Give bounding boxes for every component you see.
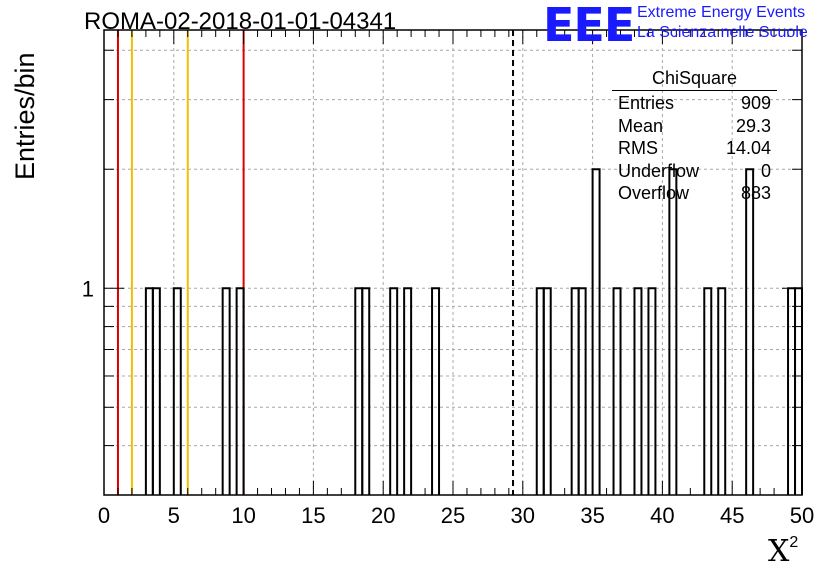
histogram-bin <box>577 287 587 495</box>
y-tick-label: 1 <box>82 276 94 301</box>
stats-box: ChiSquare Entries 909 Mean 29.3 RMS 14.04 U… <box>612 68 777 205</box>
histogram-bin <box>221 287 231 495</box>
histogram-bin <box>745 168 755 495</box>
stats-label: Entries <box>618 93 675 113</box>
stats-label: Mean <box>618 115 664 136</box>
grid-lines <box>104 30 802 495</box>
stats-label: RMS <box>618 138 658 159</box>
axis-ticks <box>103 30 803 495</box>
stats-value: 909 <box>740 93 771 113</box>
histogram-bin <box>570 287 580 495</box>
histogram-bin <box>389 287 399 495</box>
x-axis-label-superscript: 2 <box>789 534 799 551</box>
tick-labels: 0 5 10 15 20 25 30 35 40 45 50 1 <box>82 276 814 528</box>
x-axis-label: X2 <box>768 534 798 569</box>
histogram-bin <box>794 287 803 495</box>
chart-title: ROMA-02-2018-01-01-04341 <box>84 8 397 35</box>
x-tick-label: 20 <box>371 503 395 528</box>
histogram-bin <box>151 287 161 495</box>
x-tick-label: 10 <box>231 503 255 528</box>
histogram-bin <box>703 287 713 495</box>
histogram-bin <box>431 287 441 495</box>
x-tick-label: 0 <box>98 503 110 528</box>
histogram-bin <box>591 168 601 495</box>
stats-row-overflow: Overflow 883 <box>612 182 777 205</box>
histogram-bin <box>144 287 154 495</box>
histogram-bin <box>717 287 727 495</box>
eee-logo: EEE <box>543 0 635 52</box>
histogram-bin <box>172 287 182 495</box>
histogram-bin <box>542 287 552 495</box>
stats-box-title: ChiSquare <box>612 68 777 91</box>
logo-caption-line1: Extreme Energy Events <box>637 4 806 21</box>
histogram-bins <box>144 168 803 495</box>
histogram-bin <box>361 287 371 495</box>
logo-caption-line2: La Scienza nelle Scuole <box>637 24 808 41</box>
x-tick-label: 30 <box>511 503 535 528</box>
histogram-bin <box>612 287 622 495</box>
x-tick-label: 35 <box>580 503 604 528</box>
histogram-bin <box>354 287 364 495</box>
stats-label: Underflow <box>618 160 700 181</box>
histogram-bin <box>535 287 545 495</box>
stats-value: 883 <box>740 183 771 204</box>
x-tick-label: 5 <box>168 503 180 528</box>
x-tick-label: 15 <box>301 503 325 528</box>
logo-caption: Extreme Energy Events La Scienza nelle S… <box>637 3 808 43</box>
x-tick-label: 50 <box>790 503 814 528</box>
stats-value: 0 <box>760 160 771 181</box>
stats-label: Overflow <box>618 183 690 204</box>
stats-row-entries: Entries 909 <box>612 92 777 115</box>
stats-row-mean: Mean 29.3 <box>612 115 777 138</box>
reference-lines <box>116 30 515 495</box>
x-tick-label: 45 <box>720 503 744 528</box>
stats-row-underflow: Underflow 0 <box>612 160 777 183</box>
y-axis-label: Entries/bin <box>10 52 40 180</box>
histogram-bin <box>647 287 657 495</box>
x-tick-label: 40 <box>650 503 674 528</box>
histogram-bin <box>235 287 245 495</box>
histogram-bin <box>668 168 678 495</box>
histogram-bin <box>633 287 643 495</box>
histogram-bin <box>787 287 797 495</box>
histogram-bin <box>403 287 413 495</box>
x-axis-label-symbol: X <box>768 534 790 569</box>
stats-value: 29.3 <box>735 115 771 136</box>
stats-value: 14.04 <box>725 138 771 159</box>
stats-row-rms: RMS 14.04 <box>612 137 777 160</box>
x-tick-label: 25 <box>441 503 465 528</box>
